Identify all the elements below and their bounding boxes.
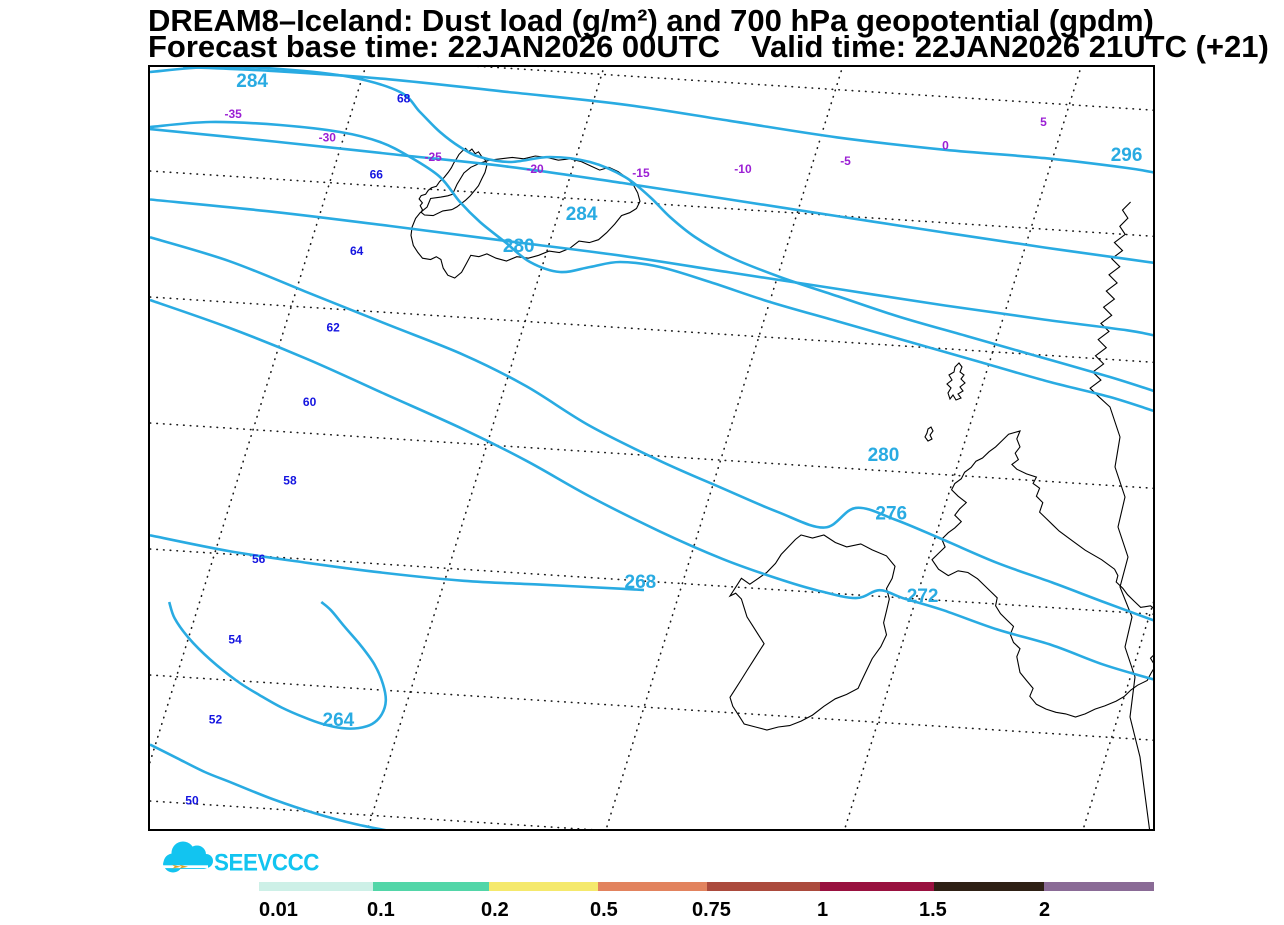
- svg-text:-20: -20: [526, 162, 544, 176]
- svg-text:52: 52: [209, 713, 223, 727]
- svg-text:-30: -30: [319, 131, 337, 145]
- svg-text:62: 62: [327, 320, 341, 334]
- svg-text:0.1: 0.1: [367, 899, 395, 921]
- svg-text:284: 284: [236, 71, 268, 92]
- svg-text:66: 66: [370, 167, 384, 181]
- svg-text:280: 280: [868, 445, 900, 466]
- svg-text:64: 64: [350, 244, 364, 258]
- svg-text:2: 2: [1039, 899, 1050, 921]
- svg-text:-10: -10: [734, 162, 752, 176]
- svg-text:296: 296: [1111, 145, 1143, 166]
- svg-text:5: 5: [1040, 115, 1047, 129]
- svg-text:264: 264: [323, 710, 355, 731]
- svg-text:1: 1: [817, 899, 828, 921]
- svg-text:284: 284: [566, 204, 598, 225]
- svg-text:-25: -25: [425, 150, 443, 164]
- svg-text:-15: -15: [632, 166, 650, 180]
- svg-text:268: 268: [625, 572, 657, 593]
- svg-text:276: 276: [875, 504, 907, 525]
- svg-text:0.75: 0.75: [692, 899, 731, 921]
- svg-text:68: 68: [397, 91, 411, 105]
- svg-text:280: 280: [503, 236, 535, 257]
- svg-text:54: 54: [228, 633, 242, 647]
- svg-text:58: 58: [283, 473, 297, 487]
- svg-text:SEEVCCC: SEEVCCC: [214, 850, 319, 877]
- svg-text:-35: -35: [225, 107, 243, 121]
- svg-text:60: 60: [303, 395, 317, 409]
- svg-text:56: 56: [252, 552, 266, 566]
- svg-text:272: 272: [907, 586, 939, 607]
- svg-text:50: 50: [185, 793, 199, 807]
- svg-text:0.2: 0.2: [481, 899, 509, 921]
- svg-text:-5: -5: [840, 154, 851, 168]
- svg-text:0.5: 0.5: [590, 899, 618, 921]
- svg-text:0: 0: [942, 138, 949, 152]
- svg-text:1.5: 1.5: [919, 899, 947, 921]
- svg-text:0.01: 0.01: [259, 899, 298, 921]
